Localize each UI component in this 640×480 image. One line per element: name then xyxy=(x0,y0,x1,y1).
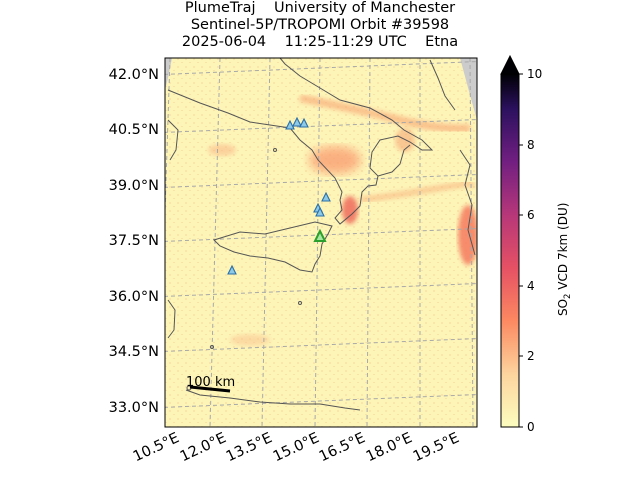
so2-plume xyxy=(458,205,477,265)
lon-labels: 10.5°E 12.0°E 13.5°E 15.0°E 16.5°E 18.0°… xyxy=(131,430,462,465)
colorbar-gradient xyxy=(500,73,520,428)
lat-label: 34.5°N xyxy=(109,344,159,360)
colorbar-tick-label: 4 xyxy=(527,279,535,293)
speckle-texture xyxy=(165,58,477,427)
so2-plumes xyxy=(208,94,477,346)
colorbar-label-sub: 2 xyxy=(563,294,573,299)
title-line-2: Sentinel-5P/TROPOMI Orbit #39598 xyxy=(190,17,450,33)
coast-tunisia xyxy=(167,299,176,339)
lon-label: 19.5°E xyxy=(411,430,462,465)
coastlines xyxy=(167,58,476,411)
island xyxy=(210,345,214,349)
scale-bar-label: 100 km xyxy=(186,375,235,390)
colorbar-tick-label: 2 xyxy=(527,349,535,363)
lon-label: 16.5°E xyxy=(317,430,368,465)
scale-bar: 100 km xyxy=(186,375,235,393)
colorbar-tick-label: 0 xyxy=(527,420,535,434)
colorbar-label-prefix: SO xyxy=(556,299,570,316)
lat-label: 37.5°N xyxy=(109,233,159,249)
map-panel: 100 km xyxy=(165,58,477,427)
volcano-markers xyxy=(227,116,331,275)
coast-greece xyxy=(459,149,476,256)
title-line-1: PlumeTraj University of Manchester xyxy=(184,0,456,16)
lon-label: 12.0°E xyxy=(178,430,229,465)
colorbar-label-suffix: VCD 7km (DU) xyxy=(556,203,570,294)
title-line-3: 2025-06-04 11:25-11:29 UTC Etna xyxy=(181,34,459,50)
lat-label: 39.0°N xyxy=(109,178,159,194)
lat-label: 42.0°N xyxy=(109,67,159,83)
volcano-marker xyxy=(315,206,325,217)
nodata-left xyxy=(165,58,172,90)
colorbar: 0 2 4 6 8 10 SO2 VCD 7km (DU) xyxy=(500,54,573,434)
island xyxy=(273,148,277,152)
colorbar-tick-label: 6 xyxy=(527,208,535,222)
island xyxy=(298,301,302,305)
volcano-marker xyxy=(227,264,237,275)
lat-labels: 42.0°N 40.5°N 39.0°N 37.5°N 36.0°N 34.5°… xyxy=(109,67,159,416)
lat-label: 33.0°N xyxy=(109,400,159,416)
colorbar-label: SO2 VCD 7km (DU) xyxy=(556,203,573,316)
colorbar-tick-label: 10 xyxy=(527,67,542,81)
lon-label: 10.5°E xyxy=(131,430,182,465)
colorbar-extend-arrow xyxy=(500,54,520,75)
nodata-right xyxy=(460,58,477,120)
map-border xyxy=(164,57,478,428)
volcano-marker xyxy=(292,116,302,127)
colorbar-ticks xyxy=(519,73,523,428)
volcano-marker xyxy=(321,191,331,202)
etna-marker xyxy=(313,228,327,242)
coast-italy-west xyxy=(167,58,434,225)
coast-sicily xyxy=(213,221,333,273)
coast-libya xyxy=(185,389,361,411)
so2-plume xyxy=(299,94,471,133)
volcano-marker xyxy=(285,119,295,130)
volcano-marker xyxy=(299,117,309,128)
so2-plume xyxy=(208,144,236,156)
lon-label: 18.0°E xyxy=(364,430,415,465)
so2-plume xyxy=(230,334,270,346)
colorbar-tick-label: 8 xyxy=(527,138,535,152)
coast-albania xyxy=(429,59,456,111)
coast-italy-gulf xyxy=(377,144,411,177)
coast-sardinia xyxy=(167,119,179,161)
so2-plume xyxy=(309,146,361,174)
lon-label: 15.0°E xyxy=(271,430,322,465)
so2-plume xyxy=(342,196,358,224)
lat-label: 40.5°N xyxy=(109,122,159,138)
lon-label: 13.5°E xyxy=(224,430,275,465)
lat-label: 36.0°N xyxy=(109,289,159,305)
